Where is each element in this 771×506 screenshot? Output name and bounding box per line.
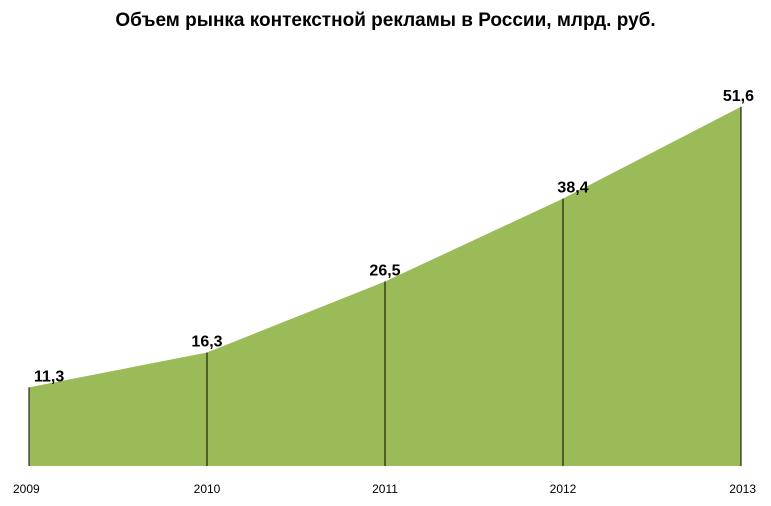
data-label: 26,5 xyxy=(369,263,400,280)
x-tick-label: 2011 xyxy=(372,482,398,496)
data-label: 38,4 xyxy=(557,180,588,197)
drop-lines xyxy=(28,106,742,466)
x-tick-label: 2009 xyxy=(13,482,40,496)
data-labels: 11,3 16,3 26,5 38,4 51,6 xyxy=(34,88,754,386)
x-tick-label: 2013 xyxy=(729,482,756,496)
data-label: 51,6 xyxy=(723,88,754,105)
data-label: 11,3 xyxy=(34,368,64,385)
chart-title: Объем рынка контекстной рекламы в России… xyxy=(115,10,656,31)
x-tick-label: 2012 xyxy=(550,482,577,496)
x-tick-label: 2010 xyxy=(194,482,221,496)
data-label: 16,3 xyxy=(191,334,222,351)
x-axis: 2009 2010 2011 2012 2013 xyxy=(13,482,756,496)
